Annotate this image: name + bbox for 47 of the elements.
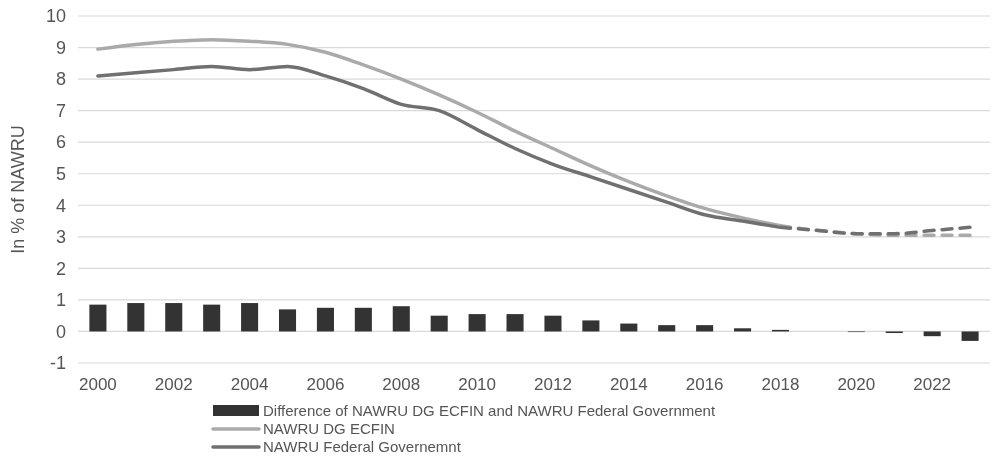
bar xyxy=(278,309,297,332)
x-tick-label: 2012 xyxy=(534,375,572,394)
x-tick-label: 2002 xyxy=(154,375,193,394)
x-tick-label: 2006 xyxy=(306,375,345,394)
y-tick-label: 1 xyxy=(55,290,66,311)
legend-label: NAWRU DG ECFIN xyxy=(263,420,395,438)
y-tick-label: 10 xyxy=(45,6,66,27)
bar xyxy=(89,304,107,332)
y-tick-label: 2 xyxy=(55,258,66,279)
y-tick-label: -1 xyxy=(49,353,66,374)
bar xyxy=(127,303,145,332)
bar xyxy=(696,325,714,332)
y-tick-label: 9 xyxy=(55,37,66,58)
bar xyxy=(923,331,941,337)
bar xyxy=(506,314,524,332)
x-tick-label: 2010 xyxy=(458,375,497,394)
bar xyxy=(582,320,600,332)
y-tick-label: 6 xyxy=(55,132,66,153)
x-tick-label: 2016 xyxy=(685,375,724,394)
x-tick-label: 2020 xyxy=(837,375,876,394)
bar xyxy=(658,325,676,332)
y-tick-label: 8 xyxy=(55,69,66,90)
y-tick-label: 7 xyxy=(55,100,66,121)
y-tick-label: 4 xyxy=(55,195,66,216)
bar xyxy=(241,303,259,332)
bar xyxy=(961,331,979,341)
bar xyxy=(392,306,410,332)
y-tick-label: 0 xyxy=(55,321,66,342)
x-tick-label: 2018 xyxy=(761,375,800,394)
y-tick-label: 3 xyxy=(55,227,66,248)
bar xyxy=(544,315,562,332)
x-tick-label: 2000 xyxy=(78,375,117,394)
legend-label: NAWRU Federal Governemnt xyxy=(263,438,462,456)
bar xyxy=(468,314,486,332)
bar xyxy=(430,315,448,332)
x-tick-label: 2022 xyxy=(913,375,952,394)
bar xyxy=(734,328,752,332)
x-tick-label: 2014 xyxy=(609,375,648,394)
legend-label: Difference of NAWRU DG ECFIN and NAWRU Federal Government xyxy=(263,402,716,420)
bar xyxy=(354,307,372,332)
bar xyxy=(203,304,221,332)
x-tick-label: 2008 xyxy=(382,375,421,394)
y-tick-label: 5 xyxy=(55,164,66,185)
y-axis-title: In % of NAWRU xyxy=(8,125,28,254)
bar xyxy=(165,303,183,332)
x-tick-label: 2004 xyxy=(230,375,269,394)
bar xyxy=(316,307,334,332)
